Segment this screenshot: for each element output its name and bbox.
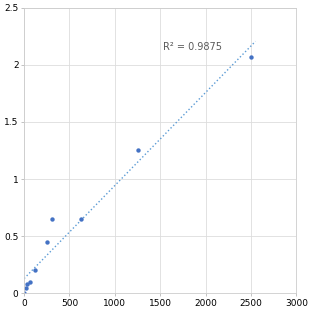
Point [44,239,49,244]
Point [78,217,83,222]
Point [22,291,27,296]
Point [248,54,253,59]
Text: R² = 0.9875: R² = 0.9875 [163,42,222,52]
Point [33,268,38,273]
Point [135,148,140,153]
Point [23,285,28,290]
Point [24,282,29,287]
Point [27,279,32,284]
Point [50,217,55,222]
